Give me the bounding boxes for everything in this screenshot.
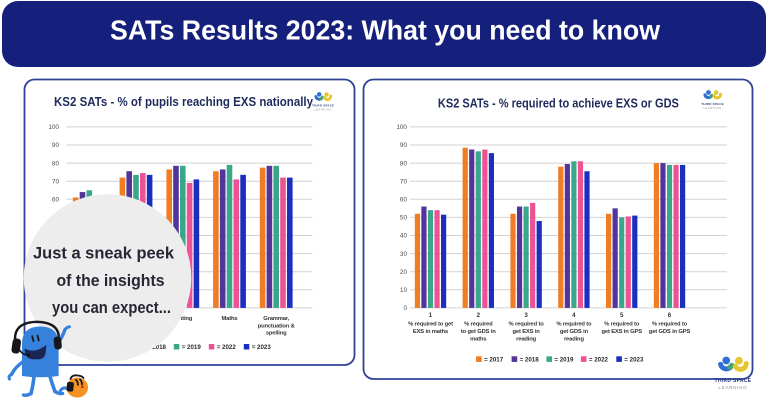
svg-text:reading: reading [564,336,584,342]
svg-text:100: 100 [396,124,407,131]
svg-text:you can expect...: you can expect... [52,299,171,317]
svg-text:get GDS in GPS: get GDS in GPS [649,329,691,335]
svg-text:80: 80 [52,160,60,167]
svg-text:10: 10 [400,287,408,294]
svg-text:90: 90 [400,142,408,149]
svg-text:70: 70 [400,178,408,185]
svg-text:60: 60 [400,197,408,204]
svg-text:KS2 SATs - % required to achie: KS2 SATs - % required to achieve EXS or … [438,97,679,111]
svg-text:= 2019: = 2019 [182,344,202,351]
svg-text:20: 20 [400,269,408,276]
svg-text:30: 30 [400,251,408,258]
svg-text:get GDS in: get GDS in [560,329,589,335]
svg-text:2: 2 [477,312,481,319]
svg-text:4: 4 [572,312,576,319]
svg-text:Maths: Maths [222,316,238,322]
svg-text:LEARNING: LEARNING [314,108,332,111]
svg-text:punctuation &: punctuation & [258,323,295,329]
svg-text:of the insights: of the insights [57,272,165,290]
svg-text:= 2022: = 2022 [589,356,609,363]
svg-text:= 2023: = 2023 [624,356,644,363]
svg-text:1: 1 [429,312,433,319]
svg-text:= 2018: = 2018 [520,356,540,363]
svg-text:% required: % required [464,322,493,328]
svg-text:to get GDS in: to get GDS in [461,329,496,335]
svg-text:80: 80 [400,160,408,167]
svg-text:% required to: % required to [509,322,545,328]
svg-text:50: 50 [400,215,408,222]
svg-text:Grammar,: Grammar, [263,316,289,322]
svg-text:EXS in maths: EXS in maths [413,329,448,335]
svg-text:3: 3 [524,312,528,319]
svg-text:70: 70 [52,178,60,185]
svg-text:THIRD SPACE: THIRD SPACE [714,378,751,384]
svg-text:100: 100 [48,124,59,131]
svg-text:get EXS in: get EXS in [513,329,541,335]
svg-text:Writing: Writing [173,316,192,322]
svg-text:spelling: spelling [266,331,287,337]
svg-text:0: 0 [403,305,407,312]
svg-text:get EXS in GPS: get EXS in GPS [601,329,642,335]
svg-text:% required to: % required to [556,322,592,328]
svg-text:THIRD SPACE: THIRD SPACE [701,102,724,106]
svg-text:reading: reading [516,336,536,342]
svg-text:60: 60 [52,197,60,204]
svg-text:40: 40 [400,233,408,240]
svg-text:SATs Results 2023: What you ne: SATs Results 2023: What you need to know [110,15,660,46]
svg-text:= 2022: = 2022 [217,344,237,351]
svg-text:THIRD SPACE: THIRD SPACE [312,104,334,108]
svg-text:90: 90 [52,142,60,149]
svg-text:maths: maths [470,336,486,342]
svg-text:Just a sneak peek: Just a sneak peek [33,244,175,262]
svg-text:% required to: % required to [604,322,640,328]
svg-text:= 2017: = 2017 [484,356,504,363]
svg-text:5: 5 [620,312,624,319]
svg-text:6: 6 [668,312,672,319]
svg-text:% required to: % required to [652,322,688,328]
svg-text:LEARNING: LEARNING [703,107,721,110]
svg-text:LEARNING: LEARNING [718,385,747,390]
svg-text:= 2023: = 2023 [252,344,272,351]
svg-text:= 2019: = 2019 [554,356,574,363]
svg-text:KS2 SATs - % of pupils reachin: KS2 SATs - % of pupils reaching EXS nati… [54,95,313,109]
svg-text:% required to get: % required to get [408,322,453,328]
svg-text:= 2018: = 2018 [147,344,167,351]
